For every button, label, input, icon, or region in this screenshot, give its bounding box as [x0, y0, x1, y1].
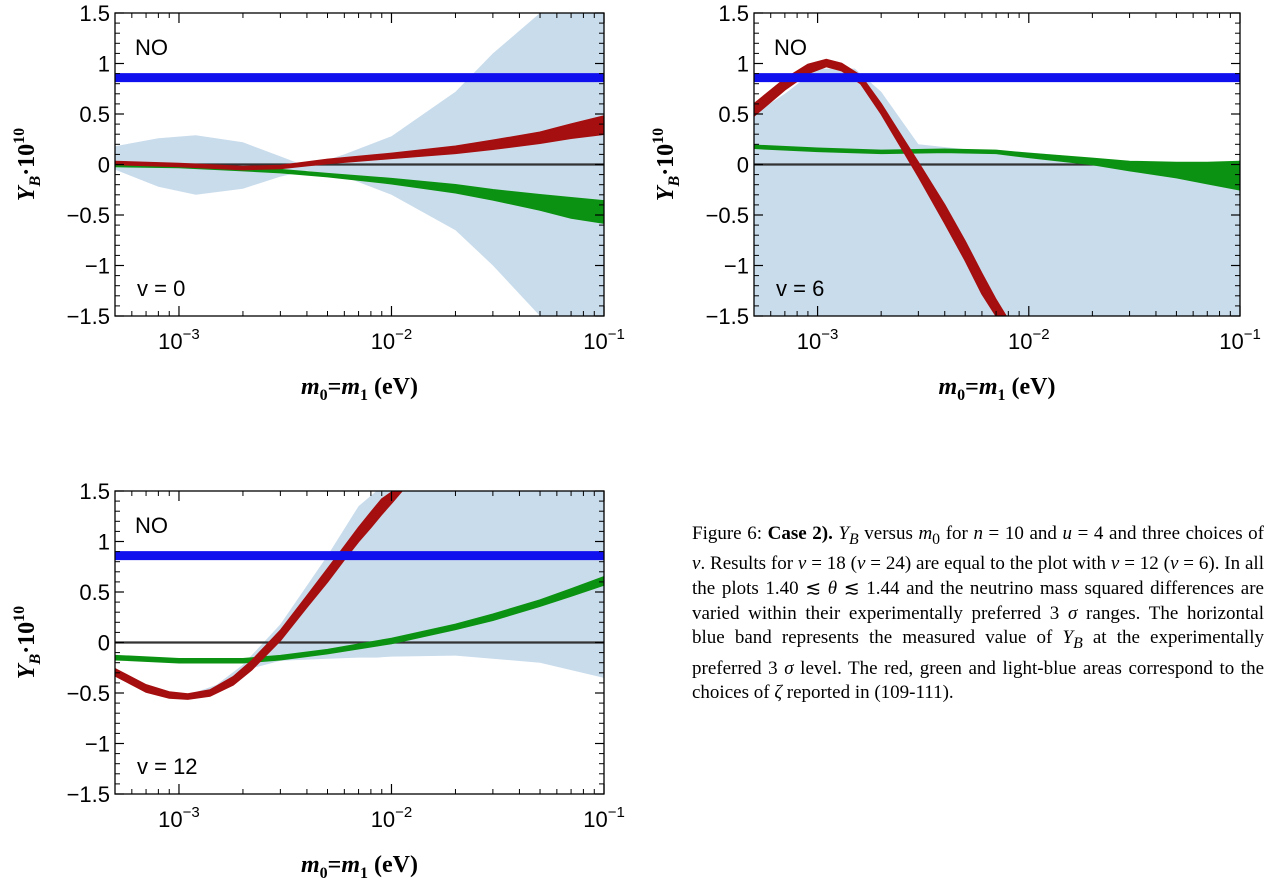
y-tick-label: 0	[737, 153, 749, 178]
y-tick-label: −1	[85, 254, 110, 279]
y-axis-label: YB·1010	[11, 128, 44, 201]
caption-text: level. The red, green and light-blue are…	[692, 657, 1265, 704]
caption-text: = 6). In all the plots 1.40 ≲	[692, 553, 1264, 599]
red-area	[115, 115, 604, 171]
y-tick-label: 1.5	[79, 479, 110, 504]
caption-text: 0	[932, 530, 941, 548]
caption-case: Case 2).	[767, 523, 833, 544]
caption-text: at the experimentally preferred 3	[692, 627, 1264, 679]
caption-text: ≲ 1.44 and the neutrino mass squared dif…	[692, 577, 1264, 624]
caption-text: ranges. The horizontal blue band represe…	[692, 602, 1264, 649]
x-axis-label: m0=m1 (eV)	[301, 852, 418, 882]
caption-text: versus	[858, 523, 919, 544]
lightblue-area	[754, 68, 1240, 316]
y-tick-label: 1.5	[79, 1, 110, 26]
caption-text: Y	[838, 523, 850, 544]
lightblue-area	[115, 491, 604, 700]
caption-text: m	[918, 523, 933, 544]
y-tick-label: 0	[98, 153, 110, 178]
y-tick-label: 1.5	[718, 1, 749, 26]
x-tick-label: 10−3	[158, 326, 200, 354]
y-axis-label: YB·1010	[650, 128, 683, 201]
green-area	[754, 144, 1240, 191]
y-tick-label: 1	[98, 530, 110, 555]
caption-text: = 18 (	[806, 553, 857, 575]
caption-text: v	[856, 553, 866, 575]
y-tick-label: 0.5	[79, 580, 110, 605]
caption-text: v	[1169, 553, 1179, 575]
caption-text: σ	[1068, 602, 1078, 624]
caption-text: θ	[827, 577, 838, 599]
parameter-label: v = 0	[137, 276, 185, 301]
caption-text: u	[1062, 523, 1073, 544]
caption-text: B	[1073, 634, 1083, 652]
caption-text: v	[1110, 553, 1120, 575]
caption-text: = 10 and	[982, 523, 1063, 544]
y-tick-label: 1	[737, 52, 749, 77]
ordering-label: NO	[135, 513, 168, 538]
x-tick-label: 10−1	[1219, 326, 1261, 354]
chart-panel-v12: 1.5 1 0.5 0 −0.5 −1 −1.5 10−3 10−2 10−1 NO v = 12…	[11, 479, 625, 882]
x-tick-label: 10−2	[371, 804, 413, 832]
caption-text: B	[849, 530, 859, 548]
caption-text: reported in (109-111).	[782, 682, 954, 704]
parameter-label: v = 12	[137, 754, 198, 779]
ordering-label: NO	[135, 35, 168, 60]
chart-panel-v6: 1.510.50−0.5−1−1.510−3 10−2 10−1 NO v = 6 …	[650, 1, 1261, 404]
y-tick-label: −1.5	[67, 782, 110, 807]
y-tick-label: 0.5	[718, 102, 749, 127]
ordering-label: NO	[774, 35, 807, 60]
caption-text: = 4 and three choices of	[1072, 523, 1265, 544]
caption-text: ζ	[774, 682, 783, 704]
parameter-label: v = 6	[776, 276, 824, 301]
chart-panel-v0: 1.510.50−0.5−1−1.510−3 10−2 10−1 NO v = 0 …	[11, 1, 625, 404]
green-area	[115, 162, 604, 224]
x-tick-label: 10−2	[1008, 326, 1050, 354]
y-tick-label: −0.5	[67, 203, 110, 228]
caption-text: = 12 (	[1119, 553, 1170, 575]
x-axis-label: m0=m1 (eV)	[939, 374, 1056, 404]
figure-caption: Figure 6: Case 2). YB versus m0 for n = …	[692, 522, 1264, 706]
caption-text: Y	[1062, 627, 1074, 649]
x-tick-label: 10−1	[583, 804, 625, 832]
y-tick-label: −0.5	[706, 203, 749, 228]
x-axis-label: m0=m1 (eV)	[301, 374, 418, 404]
y-tick-label: 0	[98, 631, 110, 656]
red-area	[115, 491, 403, 700]
y-tick-label: −1.5	[706, 304, 749, 329]
caption-text: σ	[784, 657, 794, 679]
x-tick-label: 10−1	[583, 326, 625, 354]
y-axis-label: YB·1010	[11, 606, 44, 679]
caption-text: . Results for	[700, 553, 798, 575]
caption-text: = 24) are equal to the plot with	[865, 553, 1111, 575]
y-tick-label: 0.5	[79, 102, 110, 127]
caption-text: v	[797, 553, 807, 575]
red-area	[754, 58, 1007, 316]
caption-text: for	[940, 523, 974, 544]
caption-label: Figure 6:	[692, 523, 762, 544]
y-tick-label: −1	[724, 254, 749, 279]
x-tick-label: 10−2	[371, 326, 413, 354]
x-tick-label: 10−3	[158, 804, 200, 832]
green-area	[115, 576, 604, 664]
y-tick-label: 1	[98, 52, 110, 77]
y-tick-label: −1.5	[67, 304, 110, 329]
y-tick-label: −0.5	[67, 681, 110, 706]
y-tick-label: −1	[85, 732, 110, 757]
caption-text: n	[973, 523, 983, 544]
x-tick-label: 10−3	[797, 326, 839, 354]
caption-text: v	[692, 553, 701, 575]
